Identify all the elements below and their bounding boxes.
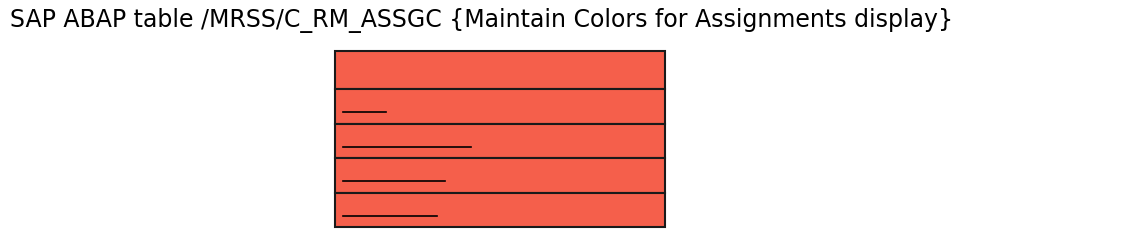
Text: MANDT [CLNT (3)]: MANDT [CLNT (3)] xyxy=(343,98,527,116)
Text: FOUR_BY_TEN [CHAR (1)]: FOUR_BY_TEN [CHAR (1)] xyxy=(343,201,596,219)
Text: _MRSS_C_RM_ASSGC: _MRSS_C_RM_ASSGC xyxy=(389,61,611,80)
Text: SAP ABAP table /MRSS/C_RM_ASSGC {Maintain Colors for Assignments display}: SAP ABAP table /MRSS/C_RM_ASSGC {Maintai… xyxy=(10,8,953,33)
Text: ASSIGNMENT_TYPE [CHAR (2)]: ASSIGNMENT_TYPE [CHAR (2)] xyxy=(343,132,650,150)
Text: BOOKING_TYPE [CHAR (10)]: BOOKING_TYPE [CHAR (10)] xyxy=(343,167,624,184)
